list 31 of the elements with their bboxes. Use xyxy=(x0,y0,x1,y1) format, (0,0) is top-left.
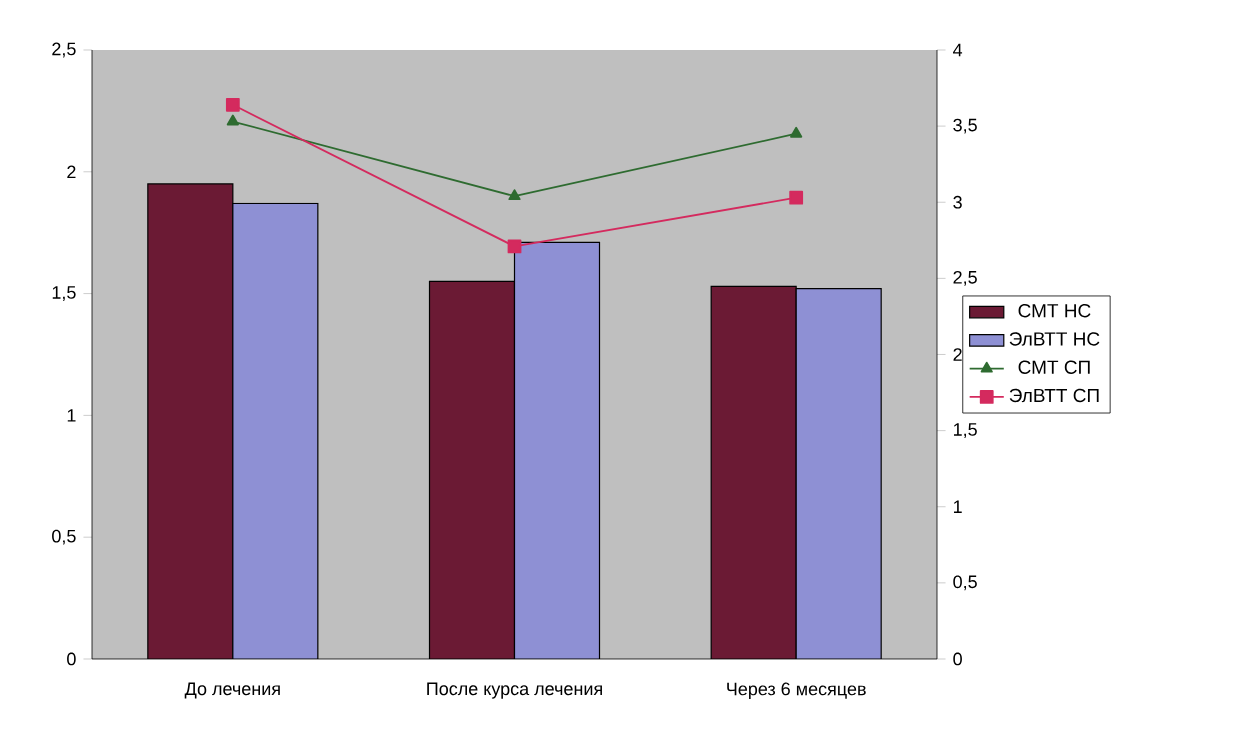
y2-tick-label: 1 xyxy=(953,500,962,513)
y2-tick-label: 1,5 xyxy=(953,423,977,438)
y2-tick-label: 4 xyxy=(953,43,963,57)
y2-tick-label: 3 xyxy=(953,195,962,209)
y-tick-label: 1,5 xyxy=(52,286,76,301)
y2-tick-label: 2,5 xyxy=(953,270,977,286)
y-tick-label: 2,5 xyxy=(52,42,76,58)
point xyxy=(789,190,804,205)
x-tick-label: До лечения xyxy=(184,682,280,699)
bar xyxy=(232,203,318,659)
y2-tick-label: 2 xyxy=(953,348,962,361)
y2-tick-label: 0,5 xyxy=(953,575,977,591)
y-tick-label: 1 xyxy=(67,409,76,422)
point xyxy=(507,239,522,254)
point xyxy=(226,114,239,126)
y-tick-label: 0 xyxy=(67,652,76,666)
legend-label: ЭлВТТ СП xyxy=(1009,388,1099,403)
y2-tick-label: 0 xyxy=(953,652,962,666)
point xyxy=(225,97,240,112)
y2-tick-label: 3,5 xyxy=(953,118,977,134)
legend-label: ЭлВТТ НС xyxy=(1009,332,1100,346)
y-tick-label: 2 xyxy=(67,165,76,179)
legend-label: СМТ СП xyxy=(1018,360,1090,374)
point xyxy=(508,189,521,201)
y-tick-label: 0,5 xyxy=(52,529,76,545)
legend-label: СМТ НС xyxy=(1018,303,1091,318)
bar xyxy=(795,288,882,659)
bar xyxy=(514,242,600,659)
x-tick-label: Через 6 месяцев xyxy=(727,682,866,699)
x-tick-label: После курса лечения xyxy=(427,682,602,699)
point xyxy=(790,126,803,138)
